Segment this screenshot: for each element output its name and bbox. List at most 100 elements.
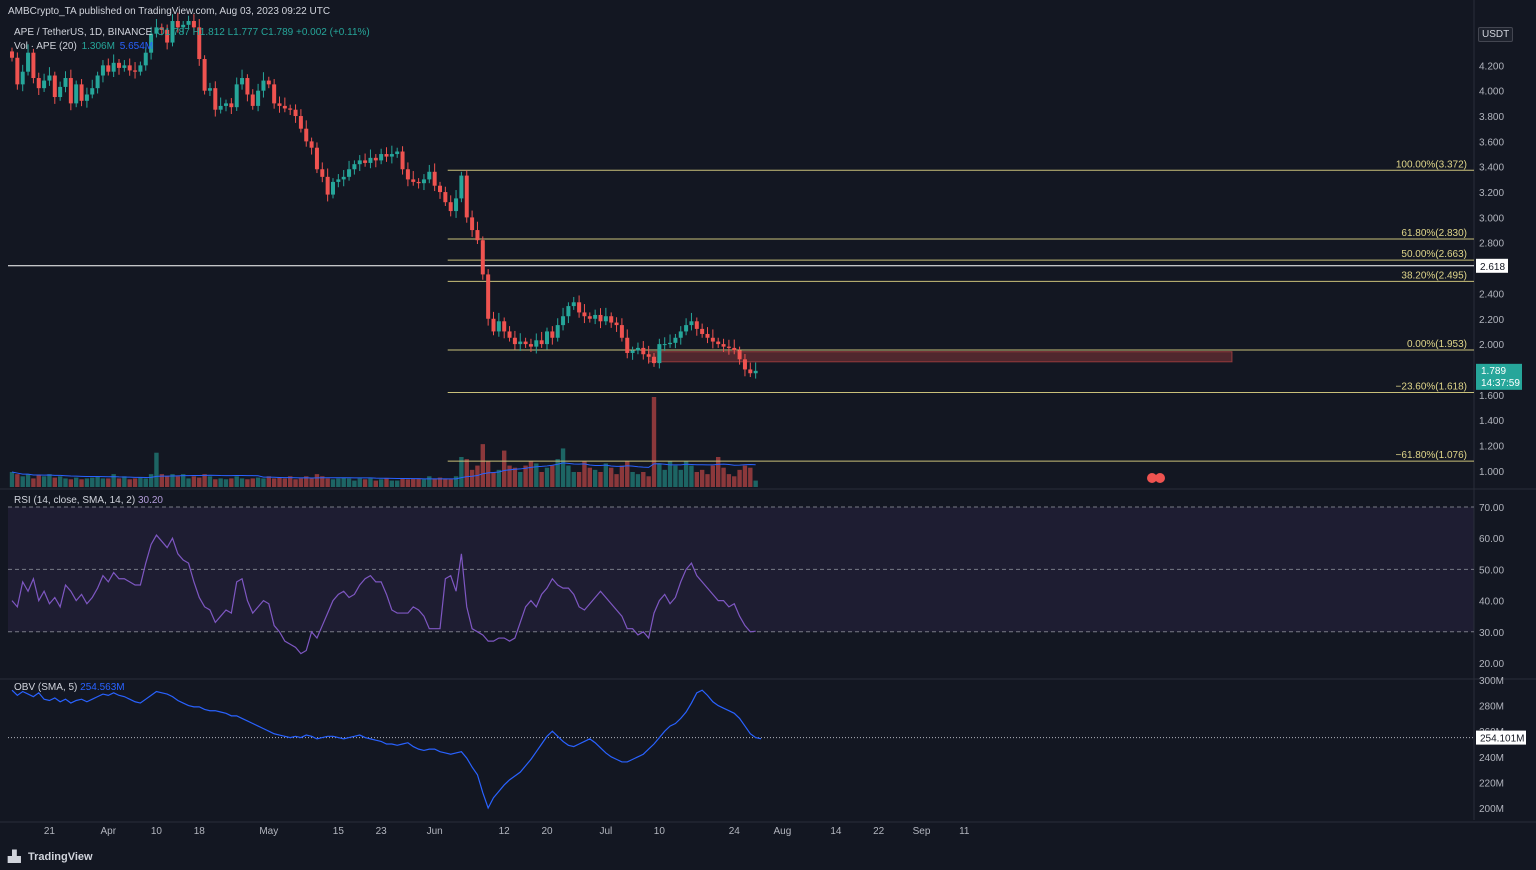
time-tick-label: Apr <box>101 826 117 837</box>
volume-bar <box>464 459 469 487</box>
candle-body <box>149 33 154 53</box>
volume-bar <box>571 472 576 487</box>
candle-body <box>36 78 41 89</box>
candle-body <box>694 321 699 329</box>
candle-body <box>737 350 742 360</box>
volume-bar <box>20 476 25 487</box>
obv-line <box>11 689 762 810</box>
volume-bar <box>651 397 657 487</box>
candle-body <box>373 157 378 161</box>
volume-bar <box>223 479 229 487</box>
obv-current-tag <box>1476 730 1526 745</box>
obv-value: 254.563M <box>80 682 125 693</box>
volume-bar <box>534 463 539 487</box>
volume-bar <box>732 476 737 487</box>
volume-bar <box>748 467 753 487</box>
candle-body <box>100 65 105 76</box>
candle-body <box>421 179 426 184</box>
time-tick-label: 21 <box>44 826 56 837</box>
volume-bar <box>480 444 485 487</box>
volume-bar <box>614 474 619 487</box>
candle-body <box>133 70 138 72</box>
volume-bar <box>667 461 673 487</box>
time-tick-label: Aug <box>774 826 792 837</box>
volume-bar <box>202 474 207 487</box>
volume-bar <box>255 477 261 487</box>
symbol-title: APE / TetherUS, 1D, BINANCE <box>14 27 153 38</box>
candle-body <box>528 344 533 347</box>
level-price-tag <box>1476 258 1508 273</box>
volume-bar <box>518 472 523 487</box>
candle-body <box>678 331 683 338</box>
candle-body <box>507 331 512 338</box>
time-tick-label: 10 <box>654 826 666 837</box>
candle-body <box>539 340 544 345</box>
volume-bar <box>416 478 421 487</box>
price-tick-label: 1.200 <box>1479 441 1504 452</box>
volume-bar <box>106 478 111 487</box>
candle-body <box>309 141 314 148</box>
price-tick-label: 3.800 <box>1479 112 1504 123</box>
candle-body <box>721 344 726 347</box>
volume-bar <box>475 465 480 487</box>
candle-body <box>256 90 261 106</box>
volume-bar <box>298 478 304 487</box>
countdown-label: 14:37:59 <box>1481 378 1520 389</box>
volume-bar <box>314 474 320 487</box>
volume-bar <box>122 476 127 487</box>
price-tick-label: 3.400 <box>1479 163 1504 174</box>
candle-body <box>753 370 758 374</box>
candle-body <box>518 341 523 345</box>
volume-bar <box>726 474 732 487</box>
tradingview-icon: ▟▖ <box>8 851 25 863</box>
candle-body <box>90 88 95 95</box>
currency-button[interactable]: USDT <box>1478 27 1514 42</box>
price-tick-label: 2.800 <box>1479 239 1504 250</box>
volume-bar <box>143 478 148 487</box>
time-tick-label: 10 <box>151 826 163 837</box>
volume-bar <box>609 467 614 487</box>
rsi-tick-label: 50.00 <box>1479 565 1504 576</box>
candle-body <box>657 344 662 364</box>
volume-bar <box>737 469 742 487</box>
volume-bar <box>111 474 116 487</box>
volume-bar <box>384 478 389 487</box>
price-tick-label: 2.200 <box>1479 315 1504 326</box>
candle-body <box>20 71 25 85</box>
volume-bar <box>320 476 325 487</box>
volume-bar <box>90 477 95 487</box>
volume-bar <box>175 476 181 487</box>
volume-bar <box>357 478 362 487</box>
volume-bar <box>9 472 15 487</box>
volume-legend[interactable]: Vol · APE (20) 1.306M 5.654M <box>14 41 155 53</box>
rsi-legend[interactable]: RSI (14, close, SMA, 14, 2) 30.20 <box>14 495 163 506</box>
candle-body <box>432 171 437 186</box>
volume-bar <box>630 472 635 487</box>
tradingview-logo[interactable]: ▟▖ TradingView <box>8 850 93 863</box>
price-tick-label: 1.400 <box>1479 416 1504 427</box>
volume-ma-value: 5.654M <box>119 41 154 52</box>
obv-tick-label: 280M <box>1479 702 1504 713</box>
volume-bar <box>673 465 678 487</box>
symbol-legend[interactable]: APE / TetherUS, 1D, BINANCE O1.787 H1.81… <box>14 27 372 39</box>
volume-bar <box>641 472 646 487</box>
candle-body <box>229 103 234 108</box>
volume-bar <box>582 461 587 487</box>
candle-body <box>111 62 116 72</box>
volume-bar <box>373 480 378 487</box>
candle-body <box>336 179 341 182</box>
candle-body <box>154 27 159 34</box>
time-tick-label: May <box>259 826 278 837</box>
volume-bar <box>245 479 250 487</box>
candle-body <box>662 344 667 346</box>
candle-body <box>395 151 400 155</box>
obv-legend[interactable]: OBV (SMA, 5) 254.563M <box>14 682 125 693</box>
volume-bar <box>443 478 448 487</box>
candle-body <box>304 128 309 142</box>
volume-bar <box>239 478 245 487</box>
volume-bar <box>271 478 277 487</box>
volume-bar <box>550 465 555 487</box>
candle-body <box>202 59 207 91</box>
volume-bar <box>437 477 443 487</box>
